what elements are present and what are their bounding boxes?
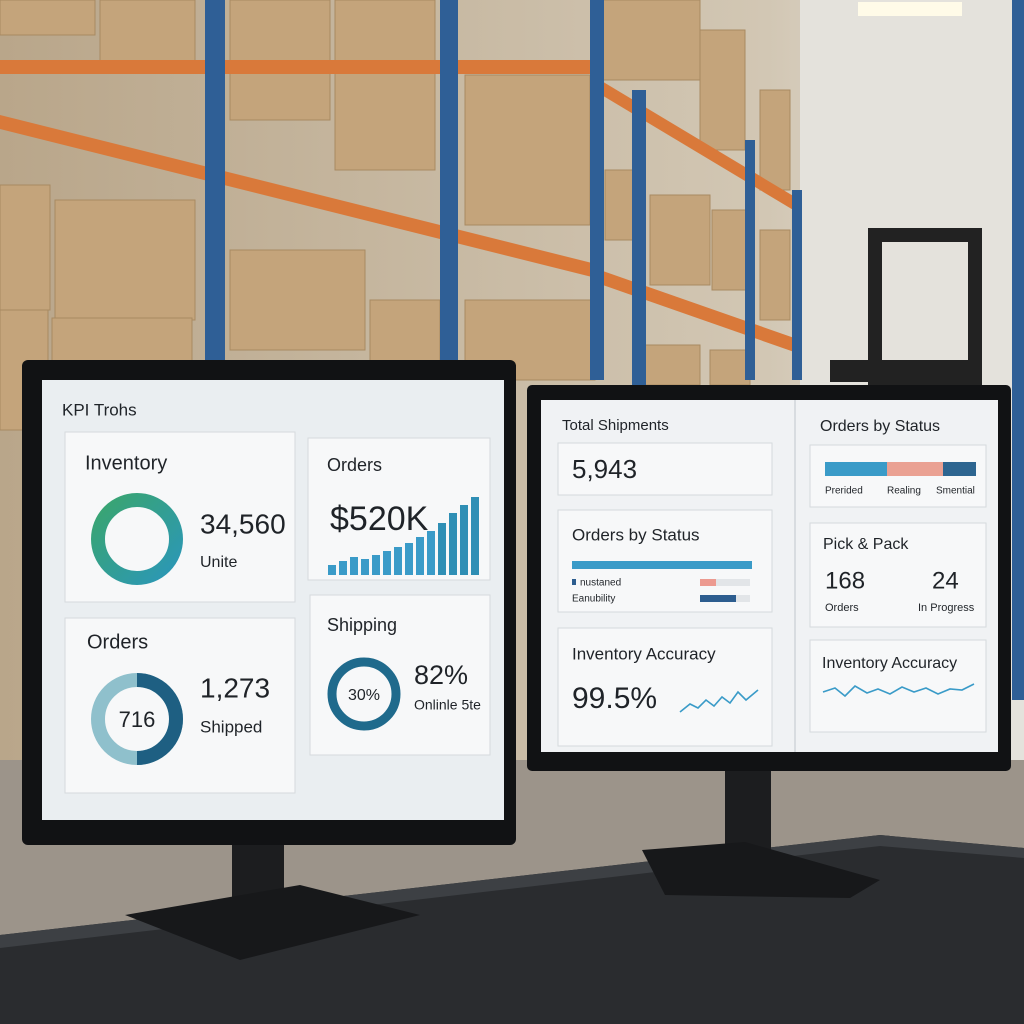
legend-label: Smential <box>936 486 975 497</box>
donut-arc <box>136 673 183 765</box>
stand-base <box>642 842 880 898</box>
left-monitor: KPI Trohs Inventory 34,560 Unite Orders … <box>22 360 516 960</box>
box <box>759 89 791 191</box>
box <box>0 184 51 311</box>
card <box>809 639 987 733</box>
card <box>557 442 773 496</box>
mini-bar <box>427 531 435 575</box>
box <box>334 0 436 171</box>
sparkline <box>822 683 975 698</box>
legend-label: Eanubility <box>572 594 615 605</box>
sparkline <box>679 689 759 713</box>
right-monitor: Total Shipments 5,943 Orders by Status n… <box>527 385 1011 898</box>
mini-bar <box>449 513 457 575</box>
status-bar <box>572 561 752 569</box>
mini-bar <box>471 497 479 575</box>
donut <box>327 657 401 731</box>
card-label: Inventory Accuracy <box>822 655 957 672</box>
card-unit: Onlinle 5te <box>414 697 481 713</box>
card-label: Orders by Status <box>820 418 940 435</box>
donut-label: 30% <box>348 687 380 704</box>
box <box>639 344 701 386</box>
box <box>599 0 701 81</box>
table-edge <box>0 835 1024 948</box>
card-label: Orders <box>87 631 148 653</box>
box <box>699 29 746 151</box>
donut-label: 716 <box>119 707 156 732</box>
stat-label: Orders <box>825 602 859 614</box>
box <box>711 209 748 291</box>
mini-bar <box>361 559 369 575</box>
bar-sparkline <box>328 497 479 575</box>
mini-bar <box>438 523 446 575</box>
donut <box>91 493 183 585</box>
legend-label: Prerided <box>825 486 863 497</box>
status-bar <box>887 462 943 476</box>
shelf-upright <box>440 0 458 390</box>
dashboard-title: KPI Trohs <box>62 400 137 419</box>
shelf-upright <box>590 0 604 380</box>
status-bar <box>825 462 887 476</box>
stat-value: 24 <box>932 567 959 594</box>
box <box>0 0 96 36</box>
shelf-upright <box>632 90 646 390</box>
mini-bar <box>350 557 358 575</box>
forklift-base <box>830 360 980 382</box>
mini-bar <box>328 565 336 575</box>
mini-bar <box>416 537 424 575</box>
mini-bar <box>372 555 380 575</box>
box <box>99 0 196 71</box>
card-value: 99.5% <box>572 682 657 715</box>
card-label: Total Shipments <box>562 417 669 434</box>
card-label: Shipping <box>327 615 397 635</box>
card <box>557 627 773 747</box>
legend-label: nustaned <box>580 578 621 589</box>
ceiling-light <box>858 2 962 16</box>
card-label: Orders by Status <box>572 525 700 544</box>
status-bar <box>943 462 976 476</box>
status-bar <box>700 595 736 602</box>
card-unit: Shipped <box>200 717 262 736</box>
box <box>229 249 366 351</box>
box <box>464 74 591 226</box>
legend-label: Realing <box>887 486 921 497</box>
box <box>649 194 711 286</box>
stat-label: In Progress <box>918 602 975 614</box>
box <box>54 199 196 321</box>
card-label: Inventory Accuracy <box>572 644 716 663</box>
status-track <box>700 579 750 586</box>
card-label: Orders <box>327 455 382 475</box>
mini-bar <box>339 561 347 575</box>
shelf-beam <box>0 60 600 74</box>
card <box>809 522 987 628</box>
shelf-upright <box>1012 0 1024 700</box>
card-value: $520K <box>330 500 429 538</box>
legend-marker <box>572 579 576 585</box>
mini-bar <box>460 505 468 575</box>
card-value: 5,943 <box>572 454 637 484</box>
card-value: 34,560 <box>200 508 286 539</box>
box <box>759 229 791 321</box>
status-bar <box>700 579 716 586</box>
card-value: 1,273 <box>200 672 270 703</box>
shelf-upright <box>205 0 225 370</box>
card-label: Inventory <box>85 452 167 474</box>
card-unit: Unite <box>200 554 237 571</box>
card-label: Pick & Pack <box>823 536 909 553</box>
shelf-upright <box>745 140 755 380</box>
stand-base <box>125 885 420 960</box>
shelf-upright <box>792 190 802 380</box>
mini-bar <box>394 547 402 575</box>
mini-bar <box>405 543 413 575</box>
stat-value: 168 <box>825 567 865 594</box>
box <box>709 349 751 386</box>
mini-bar <box>383 551 391 575</box>
card-value: 82% <box>414 660 468 690</box>
